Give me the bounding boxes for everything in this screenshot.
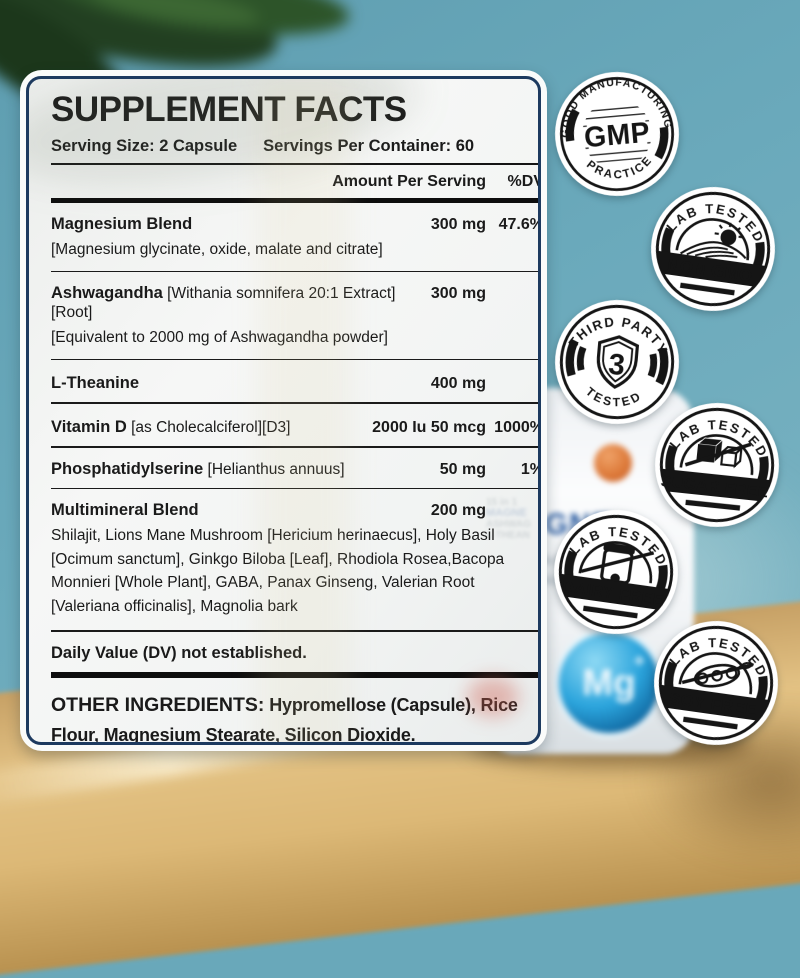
dairy-free-badge-graphic: LAB TESTED DAIRY FREE	[554, 510, 678, 634]
other-ingredients-text: Hypromellose (Capsule), Rice Flour, Magn…	[51, 695, 518, 745]
nutrient-detail: [Withania somnifera 20:1 Extract][Root]	[51, 285, 396, 322]
nutrient-dv: 1000%	[494, 419, 541, 437]
nutrient-subtext: [Magnesium glycinate, oxide, malate and …	[51, 241, 383, 258]
nutrient-row-vitamin-d: Vitamin D [as Cholecalciferol][D3] 2000 …	[51, 418, 541, 437]
supplement-facts-panel: 15 in 1 MAGNE ASHWAG L-THEAN SUPPLEMENT …	[20, 70, 547, 751]
nutrient-row-phosphatidylserine: Phosphatidylserine [Helianthus annuus] 5…	[51, 459, 538, 479]
column-header-row: Amount Per Serving %DV	[51, 173, 541, 191]
servings-per-container: Servings Per Container: 60	[263, 137, 475, 155]
nutrient-dv: 1%	[520, 460, 538, 478]
nutrient-name: Magnesium Blend	[51, 215, 193, 233]
thick-divider	[51, 198, 538, 203]
badge-sugar-free: LAB TESTED SUGAR FREE	[648, 396, 786, 534]
serving-size: Serving Size: 2 Capsule	[51, 137, 238, 155]
divider	[51, 402, 538, 405]
mg-symbol: Mg	[582, 662, 636, 703]
badge-third-party-tested: THIRD PARTY TESTED 3	[549, 294, 686, 431]
divider	[51, 270, 538, 273]
column-header-amount: Amount Per Serving	[332, 173, 486, 190]
panel-title: SUPPLEMENT FACTS	[51, 90, 407, 129]
nutrient-row-multimineral-blend: Multimineral Blend 200 mg	[51, 501, 538, 520]
third-party-number: 3	[607, 348, 626, 382]
nutrient-name: Vitamin D	[51, 418, 127, 437]
panel-inner: 15 in 1 MAGNE ASHWAG L-THEAN SUPPLEMENT …	[26, 76, 541, 745]
nutrient-name: Phosphatidylserine	[51, 459, 204, 478]
non-gmo-badge-graphic: LAB TESTED NON GMO	[651, 187, 775, 311]
nutrient-name: L-Theanine	[51, 374, 140, 393]
nutrient-amount: 300 mg	[430, 216, 486, 233]
divider	[51, 446, 538, 448]
badge-non-gmo: LAB TESTED NON GMO	[642, 178, 784, 320]
nutrient-name: Multimineral Blend	[51, 501, 199, 520]
other-ingredients: OTHER INGREDIENTS: Hypromellose (Capsule…	[51, 690, 538, 745]
mg-plus-sign: +	[633, 651, 645, 672]
badge-soy-free: LAB TESTED SOY FREE	[645, 612, 787, 754]
thick-divider	[51, 672, 538, 679]
nutrient-amount: 400 mg	[430, 375, 486, 393]
badge-gmp: GOOD MANUFACTURING PRACTICE GMP	[549, 66, 686, 203]
nutrient-amount: 200 mg	[430, 502, 486, 520]
soy-free-banner	[654, 684, 772, 723]
third-party-badge-graphic: THIRD PARTY TESTED 3	[555, 300, 679, 424]
nutrient-subtext: [Equivalent to 2000 mg of Ashwagandha po…	[51, 329, 388, 347]
divider	[51, 358, 538, 361]
nutrient-amount: 2000 Iu 50 mcg	[372, 419, 486, 437]
sugar-cubes-icon	[684, 437, 752, 469]
nutrient-detail: [Helianthus annuus]	[203, 460, 345, 478]
divider	[51, 487, 538, 490]
badge-dairy-free: LAB TESTED DAIRY FREE	[545, 501, 687, 643]
nutrient-row-l-theanine: L-Theanine 400 mg	[51, 374, 538, 393]
bottle-logo-badge	[594, 444, 632, 482]
daily-value-note: Daily Value (DV) not established.	[51, 644, 307, 663]
soy-free-badge-graphic: LAB TESTED SOY FREE	[654, 621, 778, 745]
other-ingredients-label: OTHER INGREDIENTS:	[51, 694, 265, 717]
gmp-center-text: GMP	[583, 117, 652, 155]
serving-info-row: Serving Size: 2 Capsule Servings Per Con…	[51, 137, 526, 156]
nutrient-row-ashwagandha: Ashwagandha [Withania somnifera 20:1 Ext…	[51, 284, 538, 322]
nutrient-amount: 50 mg	[439, 460, 486, 478]
gmp-badge-graphic: GOOD MANUFACTURING PRACTICE GMP	[555, 72, 679, 196]
sun-field-icon	[675, 218, 750, 261]
nutrient-name: Ashwagandha	[51, 284, 163, 303]
nutrient-detail: [as Cholecalciferol][D3]	[126, 419, 291, 437]
divider	[51, 163, 538, 165]
column-header-dv: %DV	[507, 173, 541, 190]
non-gmo-banner	[651, 250, 769, 289]
nutrient-dv: 47.6%	[498, 216, 541, 233]
divider	[51, 630, 538, 633]
nutrient-subtext: Shilajit, Lions Mane Mushroom [Hericium …	[51, 527, 505, 615]
nutrient-amount: 300 mg	[430, 285, 486, 303]
shield-icon	[596, 335, 640, 389]
nutrient-row-magnesium-blend: Magnesium Blend 300 mg 47.6%	[51, 215, 541, 234]
sugar-free-badge-graphic: LAB TESTED SUGAR FREE	[655, 403, 779, 527]
sugar-free-banner	[656, 468, 774, 503]
dairy-free-banner	[554, 573, 672, 612]
soy-pod-icon	[681, 661, 755, 688]
milk-jar-icon	[580, 542, 655, 585]
